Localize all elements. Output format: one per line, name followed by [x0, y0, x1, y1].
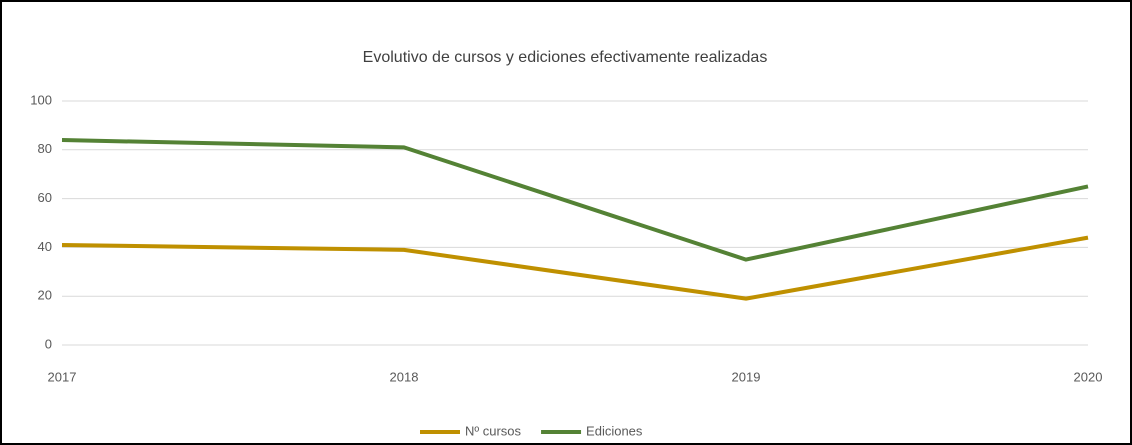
x-tick-label: 2018 — [390, 369, 419, 384]
x-tick-label: 2019 — [732, 369, 761, 384]
y-tick-label: 0 — [45, 336, 52, 351]
legend-label: Ediciones — [586, 423, 643, 438]
y-tick-label: 40 — [38, 239, 52, 254]
x-tick-label: 2020 — [1074, 369, 1103, 384]
series-line — [61, 235, 1089, 301]
y-tick-label: 80 — [38, 141, 52, 156]
y-tick-label: 20 — [38, 288, 52, 303]
y-tick-label: 100 — [30, 92, 52, 107]
chart-title: Evolutivo de cursos y ediciones efectiva… — [363, 49, 768, 66]
legend-label: Nº cursos — [465, 423, 522, 438]
x-tick-label: 2017 — [48, 369, 77, 384]
series-line — [61, 138, 1089, 262]
y-tick-label: 60 — [38, 190, 52, 205]
